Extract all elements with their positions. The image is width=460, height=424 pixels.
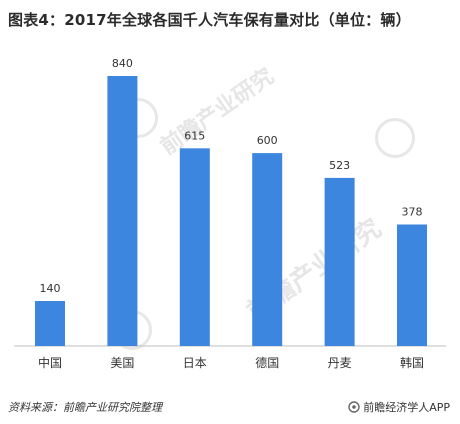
watermark-logo-icon — [375, 118, 415, 158]
bar-4 — [324, 177, 355, 346]
source-note: 资料来源：前瞻产业研究院整理 — [8, 401, 162, 414]
brand-text: 前瞻经济学人APP — [363, 401, 450, 414]
data-label: 378 — [402, 206, 423, 219]
data-label: 615 — [184, 129, 205, 142]
x-tick-label: 日本 — [183, 356, 207, 370]
bar-0 — [35, 301, 65, 346]
bar-5 — [397, 224, 427, 346]
bar-1 — [107, 76, 138, 346]
bar-2 — [179, 148, 210, 346]
brand-credit: 前瞻经济学人APP — [348, 399, 450, 415]
data-label: 600 — [257, 134, 278, 147]
x-tick-label: 丹麦 — [328, 356, 352, 370]
brand-logo-icon — [348, 401, 360, 413]
data-label: 140 — [40, 282, 61, 295]
data-label: 840 — [112, 57, 133, 70]
data-label: 523 — [329, 159, 350, 172]
x-tick-label: 德国 — [255, 355, 279, 370]
bar-3 — [252, 153, 283, 346]
x-tick-label: 美国 — [110, 356, 134, 370]
chart-title: 图表4：2017年全球各国千人汽车保有量对比（单位：辆） — [8, 11, 411, 29]
x-tick-label: 韩国 — [400, 355, 424, 370]
x-tick-label: 中国 — [38, 355, 62, 370]
